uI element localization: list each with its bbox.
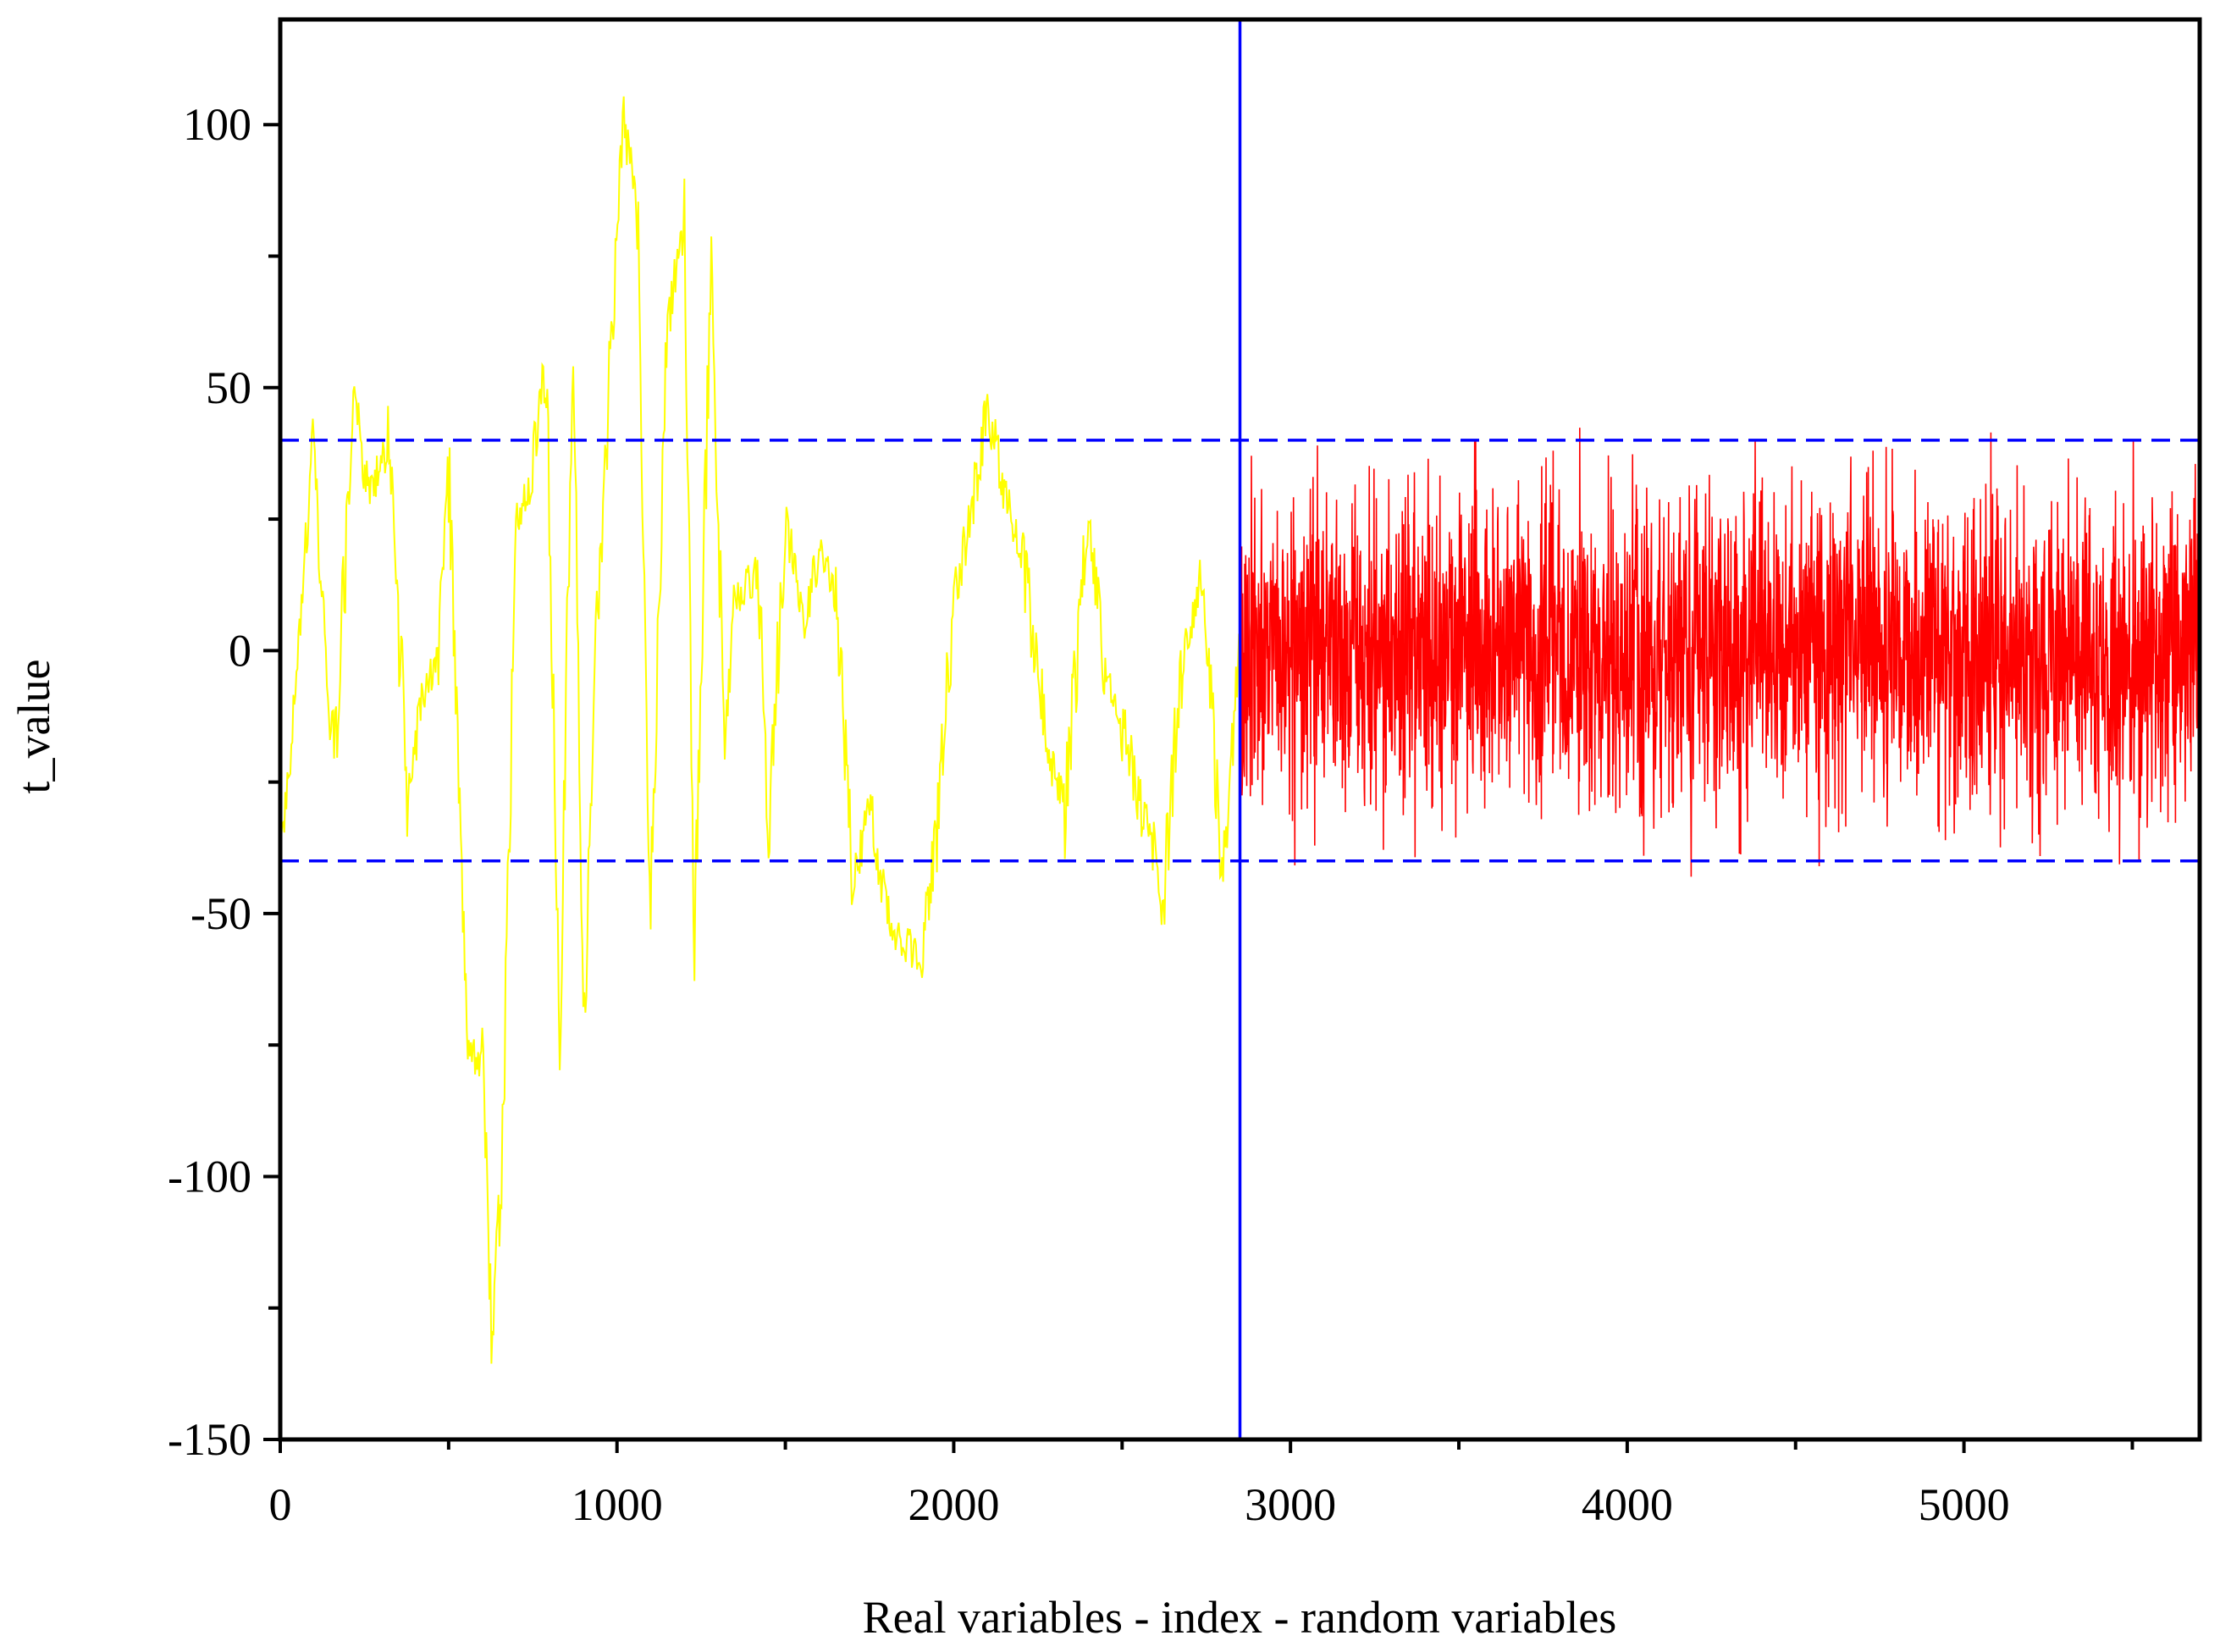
y-tick-label: -150 xyxy=(168,1414,251,1465)
x-tick-label: 0 xyxy=(269,1479,292,1530)
x-axis-ticks: 0 1000 2000 3000 4000 5000 xyxy=(269,1439,2134,1530)
x-tick-label: 4000 xyxy=(1582,1479,1673,1530)
x-tick-label: 2000 xyxy=(908,1479,999,1530)
series-layer xyxy=(280,96,2200,1364)
y-tick-label: -50 xyxy=(191,888,251,939)
x-tick-label: 1000 xyxy=(572,1479,663,1530)
x-tick-label: 5000 xyxy=(1919,1479,2010,1530)
y-axis-ticks: 100 50 0 -50 -100 -150 xyxy=(168,99,280,1465)
x-axis-title: Real variables - index - random variable… xyxy=(863,1592,1617,1643)
series-random-variables-line xyxy=(1239,428,2200,877)
series-real-variables-line xyxy=(280,96,1241,1364)
x-tick-label: 3000 xyxy=(1245,1479,1336,1530)
y-tick-label: 0 xyxy=(229,625,251,676)
y-tick-label: 50 xyxy=(206,362,251,413)
y-tick-label: 100 xyxy=(183,99,251,150)
y-tick-label: -100 xyxy=(168,1151,251,1202)
plot-frame xyxy=(278,17,2202,1442)
reference-lines xyxy=(280,19,2200,1439)
y-axis-title: t_value xyxy=(8,660,59,794)
